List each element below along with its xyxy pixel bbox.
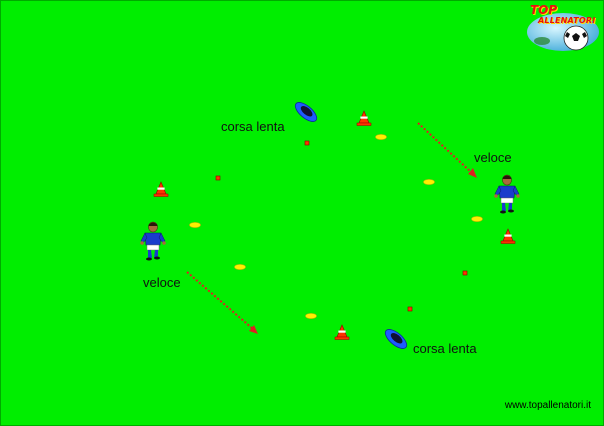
disc-marker-icon — [305, 313, 317, 319]
logo: TOP ALLENATORI — [524, 3, 602, 53]
logo-title: TOP — [530, 3, 558, 17]
ring-icon — [291, 98, 321, 126]
marker-icon — [462, 270, 468, 276]
website-link[interactable]: www.topallenatori.it — [504, 400, 591, 411]
label-slow-top: corsa lenta — [221, 119, 285, 134]
disc-marker-icon — [471, 216, 483, 222]
disc-marker-icon — [423, 179, 435, 185]
player-icon — [493, 174, 521, 214]
label-slow-bottom: corsa lenta — [413, 341, 477, 356]
marker-icon — [304, 140, 310, 146]
arrow-bottom-left — [186, 271, 258, 334]
disc-marker-icon — [375, 134, 387, 140]
disc-marker-icon — [189, 222, 201, 228]
cone-icon — [356, 110, 372, 126]
cone-icon — [334, 324, 350, 340]
label-fast-left: veloce — [143, 275, 181, 290]
player-icon — [139, 221, 167, 261]
disc-marker-icon — [234, 264, 246, 270]
label-fast-right: veloce — [474, 150, 512, 165]
marker-icon — [215, 175, 221, 181]
cone-icon — [500, 228, 516, 244]
ring-icon — [381, 325, 411, 353]
ball-icon — [527, 13, 599, 51]
cone-icon — [153, 181, 169, 197]
marker-icon — [407, 306, 413, 312]
logo-subtitle: ALLENATORI — [538, 16, 596, 25]
arrow-top-right — [417, 122, 477, 178]
